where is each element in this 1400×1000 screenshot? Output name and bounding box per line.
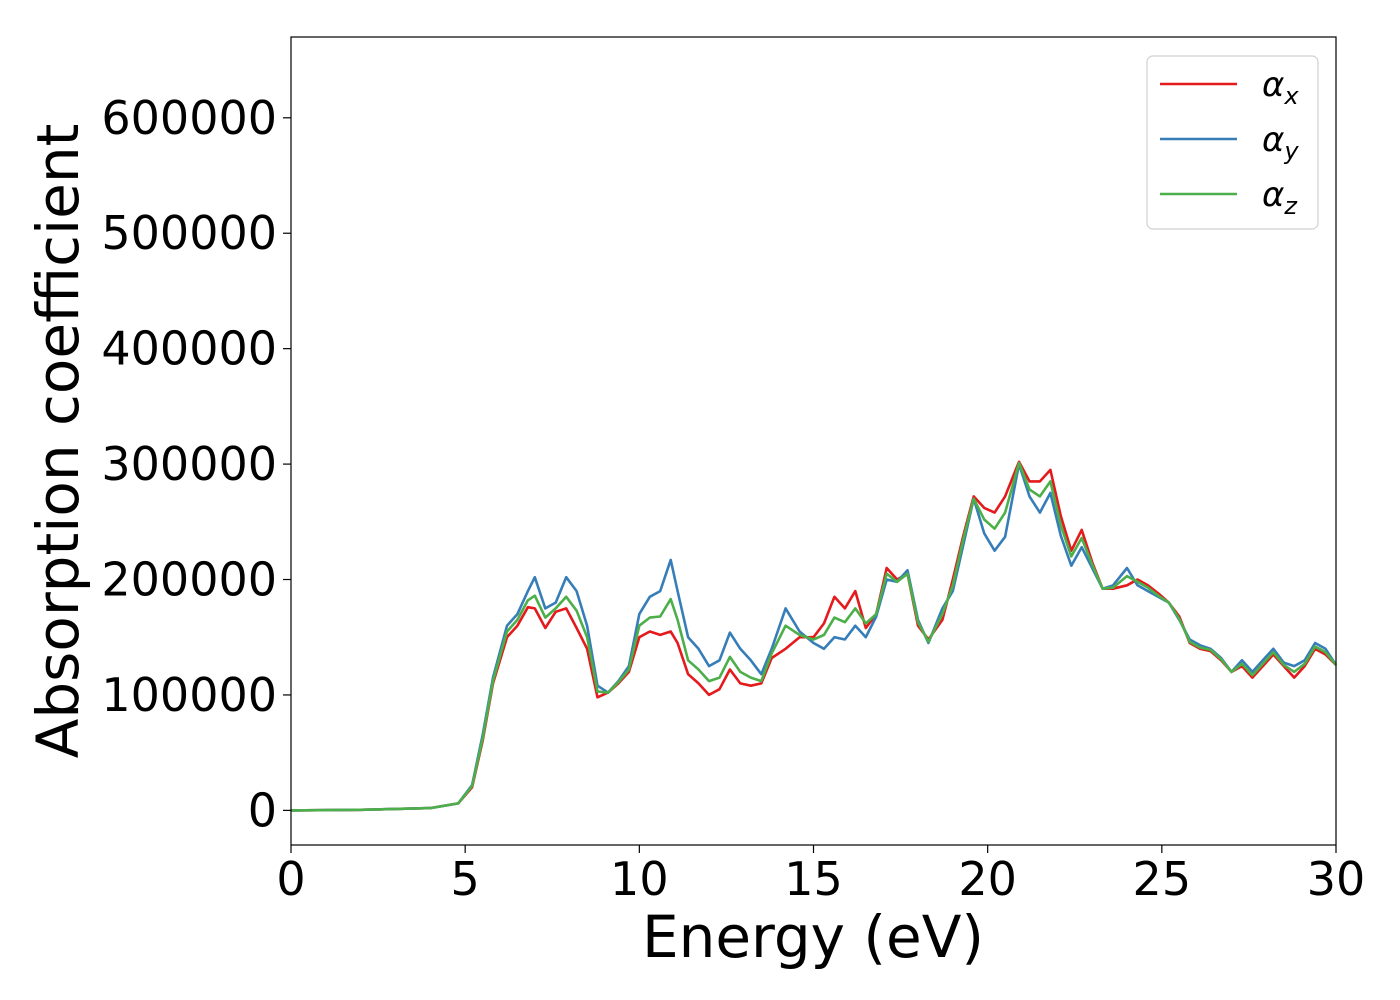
x-axis: 0 5 10 15 20 25 30: [276, 845, 1365, 906]
x-tick-label: 10: [610, 852, 669, 906]
y-axis-title: Absorption coefficient: [24, 124, 92, 759]
legend-label-alpha-y: αy: [1262, 120, 1299, 165]
x-tick-label: 20: [958, 852, 1017, 906]
y-tick-label: 100000: [101, 668, 277, 722]
x-tick-label: 5: [451, 852, 480, 906]
x-axis-title: Energy (eV): [642, 903, 984, 971]
y-tick-label: 0: [248, 783, 277, 837]
series-line-alpha-z: [290, 461, 1338, 812]
x-tick-label: 30: [1307, 852, 1366, 906]
x-tick-label: 25: [1133, 852, 1192, 906]
legend-label-alpha-x: αx: [1262, 65, 1299, 110]
y-axis: 0 100000 200000 300000 400000 500000 600000: [101, 91, 291, 837]
x-tick-label: 0: [276, 852, 305, 906]
x-tick-label: 15: [784, 852, 843, 906]
y-tick-label: 500000: [101, 206, 277, 260]
y-tick-label: 300000: [101, 437, 277, 491]
series-layer: [290, 460, 1338, 812]
legend: αx αy αz: [1146, 55, 1319, 230]
legend-label-alpha-z: αz: [1262, 175, 1298, 220]
y-tick-label: 400000: [101, 322, 277, 376]
legend-box: [1146, 55, 1319, 230]
y-tick-label: 600000: [101, 91, 277, 145]
y-tick-label: 200000: [101, 553, 277, 607]
